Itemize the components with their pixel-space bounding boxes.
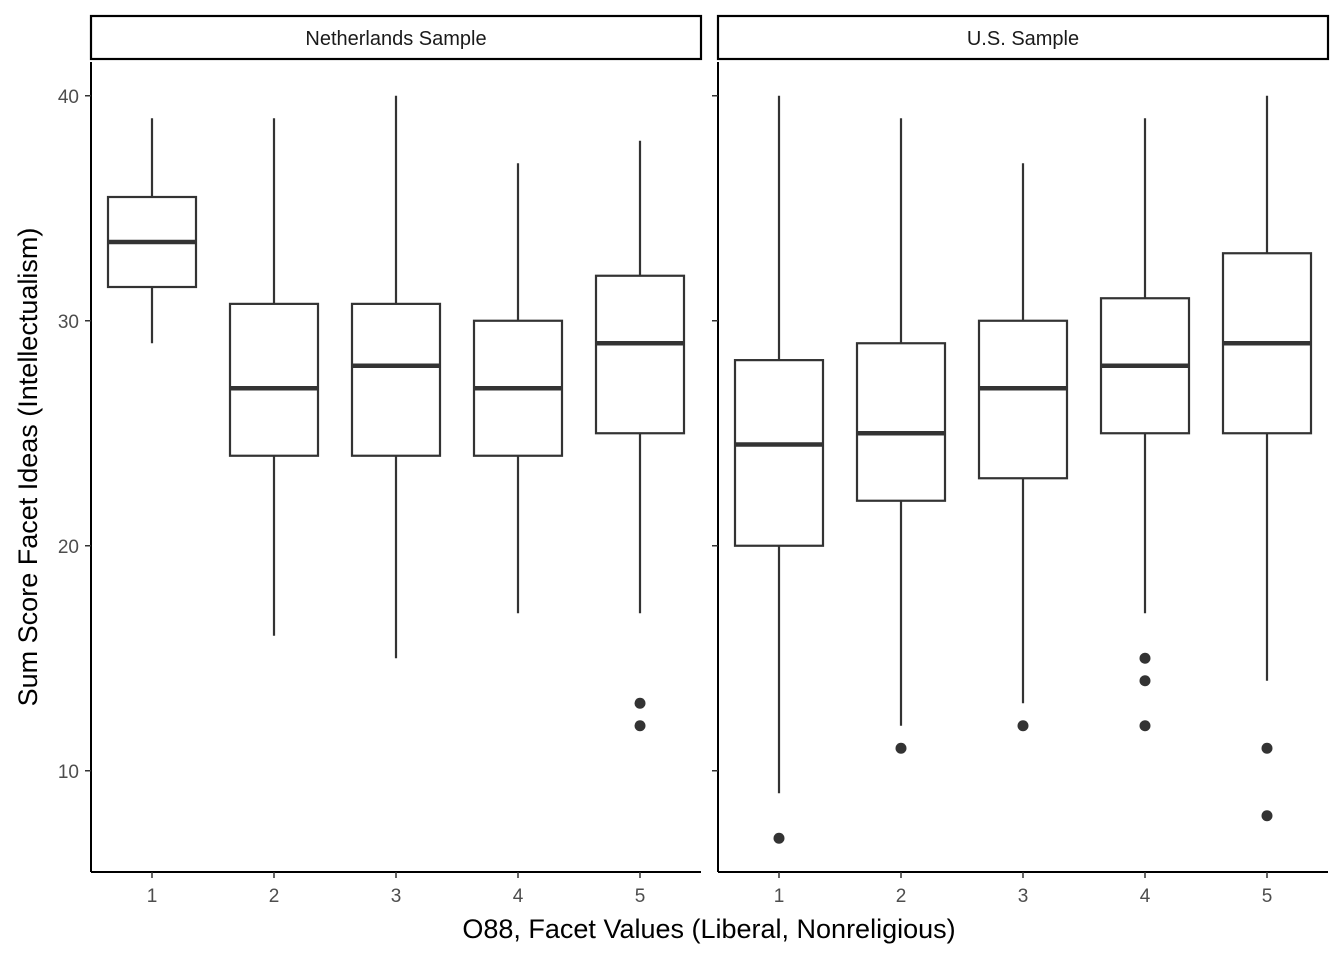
y-tick-label: 10: [58, 762, 79, 783]
x-axis-title: O88, Facet Values (Liberal, Nonreligious…: [462, 914, 955, 944]
outlier-point: [634, 720, 646, 732]
outlier-point: [1261, 810, 1273, 822]
iqr-box: [977, 319, 1069, 480]
outlier-point: [634, 697, 646, 709]
facet-strip: [716, 14, 1330, 61]
box-4: [472, 163, 564, 614]
x-tick-label: 1: [147, 886, 158, 907]
y-axis-title: Sum Score Facet Ideas (Intellectualism): [13, 228, 43, 707]
y-tick-label: 30: [58, 312, 79, 333]
box-2: [228, 118, 320, 636]
x-tick-label: 2: [896, 886, 907, 907]
y-tick-label: 40: [58, 87, 79, 108]
x-tick-label: 3: [391, 886, 402, 907]
y-tick-label: 20: [58, 537, 79, 558]
box-4: [1099, 118, 1191, 732]
x-tick-label: 4: [1140, 886, 1151, 907]
box-1: [106, 118, 198, 344]
panel-2: U.S. Sample 1 2 3 4 5: [712, 14, 1330, 907]
box-5: [1221, 95, 1313, 822]
iqr-box: [594, 274, 686, 435]
facet-strip-label: U.S. Sample: [967, 28, 1079, 50]
outlier-point: [1139, 675, 1151, 687]
box-1: [733, 95, 825, 844]
outlier-point: [773, 832, 785, 844]
x-tick-label: 4: [513, 886, 524, 907]
panel-1: Netherlands Sample 10 20 30 40 1 2 3 4 5: [58, 14, 703, 907]
facet-strip: [89, 14, 703, 61]
outlier-point: [895, 742, 907, 754]
x-tick-label: 1: [774, 886, 785, 907]
outlier-point: [1139, 720, 1151, 732]
x-tick-label: 5: [635, 886, 646, 907]
facet-strip-label: Netherlands Sample: [305, 28, 486, 50]
box-5: [594, 140, 686, 732]
outlier-point: [1139, 652, 1151, 664]
iqr-box: [228, 302, 320, 457]
x-tick-label: 2: [269, 886, 280, 907]
box-3: [977, 163, 1069, 732]
iqr-box: [855, 342, 947, 502]
outlier-point: [1261, 742, 1273, 754]
iqr-box: [733, 359, 825, 547]
outlier-point: [1017, 720, 1029, 732]
box-3: [350, 95, 442, 659]
iqr-box: [350, 302, 442, 457]
box-2: [855, 118, 947, 754]
x-tick-label: 5: [1262, 886, 1273, 907]
x-tick-label: 3: [1018, 886, 1029, 907]
